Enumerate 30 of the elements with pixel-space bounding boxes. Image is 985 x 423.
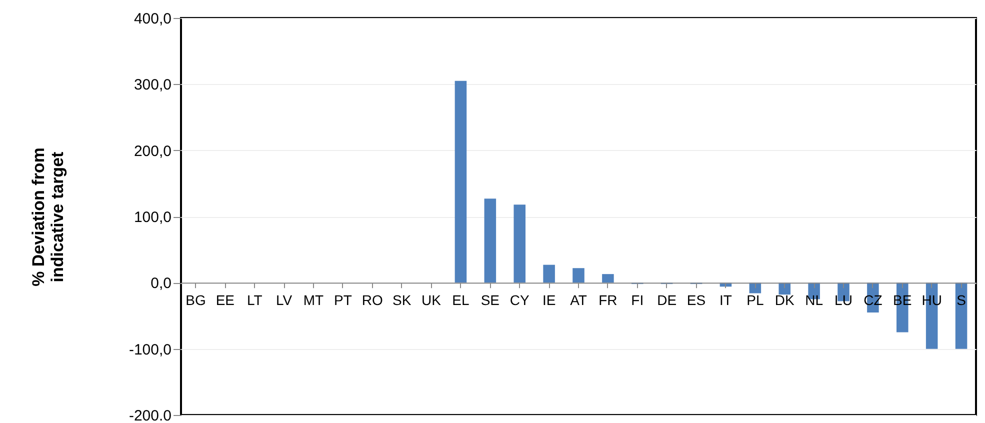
x-tick-label: BG — [186, 292, 206, 308]
x-tick-label: LV — [276, 292, 293, 308]
x-tick-label: RO — [362, 292, 383, 308]
x-tick-label: ES — [686, 292, 706, 308]
x-tick-label: IE — [542, 292, 556, 308]
x-tick-label: PT — [334, 292, 352, 308]
x-tick-label: CY — [510, 292, 530, 308]
y-axis-title: % Deviation from indicative target — [28, 148, 67, 286]
y-tick-label: 400,0 — [134, 10, 172, 28]
y-tick-label: 200,0 — [134, 142, 172, 160]
y-tick-label: 0,0 — [150, 275, 172, 292]
x-tick-label: DK — [774, 292, 795, 308]
x-tick-label: LT — [246, 292, 263, 308]
x-tick-label: MT — [303, 292, 324, 308]
x-tick-label: PL — [746, 292, 764, 308]
x-tick-label: EL — [452, 292, 470, 308]
x-tick-label: SE — [480, 292, 500, 308]
x-tick-label: DE — [657, 292, 677, 308]
x-tick-label: SK — [392, 292, 412, 308]
x-tick-label: EE — [216, 292, 235, 308]
x-tick-label: FR — [598, 292, 618, 308]
x-tick-label: IT — [719, 292, 732, 308]
x-tick-label: FI — [631, 292, 644, 308]
y-tick-label: 300,0 — [134, 76, 172, 94]
y-tick-label: 100,0 — [134, 209, 172, 226]
x-tick-label: S — [956, 292, 966, 308]
x-tick-label: AT — [570, 292, 588, 308]
y-tick-label: -100,0 — [128, 341, 172, 358]
x-tick-label: UK — [422, 292, 442, 308]
y-tick-label: -200.0 — [128, 408, 172, 423]
